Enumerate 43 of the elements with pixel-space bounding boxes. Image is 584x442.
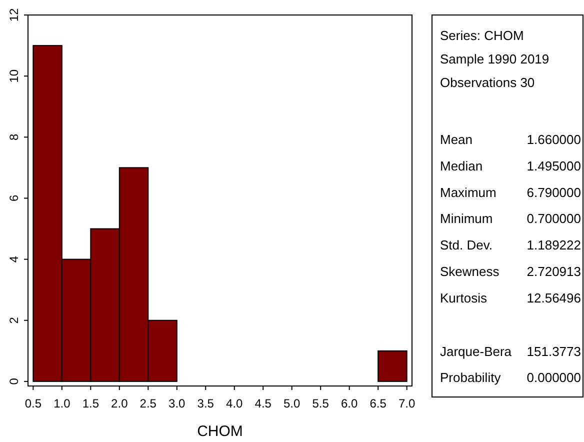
text: Series: CHOM [440,28,524,43]
text: Sample 1990 2019 [440,52,550,66]
text: Maximum [440,184,496,200]
text: 151.3773 [526,344,581,359]
text: 6.790000 [526,184,581,200]
x-tick-label: 7.0 [398,396,416,410]
x-tick-label: 4.5 [254,396,272,410]
y-tick-label: 6 [7,194,21,202]
x-tick-label: 1.0 [54,396,71,410]
text: 12.56496 [526,290,581,306]
x-tick-label: 2.0 [111,396,128,410]
text: 1.189222 [526,238,581,253]
text: 1.660000 [526,132,581,147]
text: Std. Dev. [440,238,493,253]
y-tick-label: 12 [7,8,21,22]
x-tick-label: 5.5 [312,396,330,410]
y-tick-label: 0 [7,378,21,385]
text: Kurtosis [440,290,488,306]
x-axis-title: CHOM [197,423,243,440]
x-tick-label: 3.5 [197,396,214,410]
y-tick-label: 4 [7,256,21,263]
y-tick-label: 8 [7,133,21,140]
y-tick-label: 10 [7,69,21,83]
x-tick-label: 6.0 [341,396,358,410]
y-tick-label: 2 [7,316,21,324]
text: Skewness [440,264,500,279]
x-tick-label: 2.5 [140,396,157,410]
x-tick-label: 6.5 [370,396,387,410]
x-tick-label: 1.5 [82,396,100,410]
text: Minimum [440,211,493,226]
x-tick-label: 3.0 [168,396,186,410]
text: Probability [440,370,502,386]
text: 2.720913 [526,264,581,279]
x-tick-label: 0.5 [24,396,42,410]
text: Observations 30 [440,75,535,90]
text: 0.700000 [526,211,581,226]
text: Jarque-Bera [440,344,512,359]
text: Mean [440,132,473,147]
text: Median [440,158,483,174]
text: 0.000000 [526,370,581,386]
x-tick-label: 5.0 [284,396,301,410]
x-tick-label: 4.0 [226,396,244,410]
text: 1.495000 [526,158,581,174]
